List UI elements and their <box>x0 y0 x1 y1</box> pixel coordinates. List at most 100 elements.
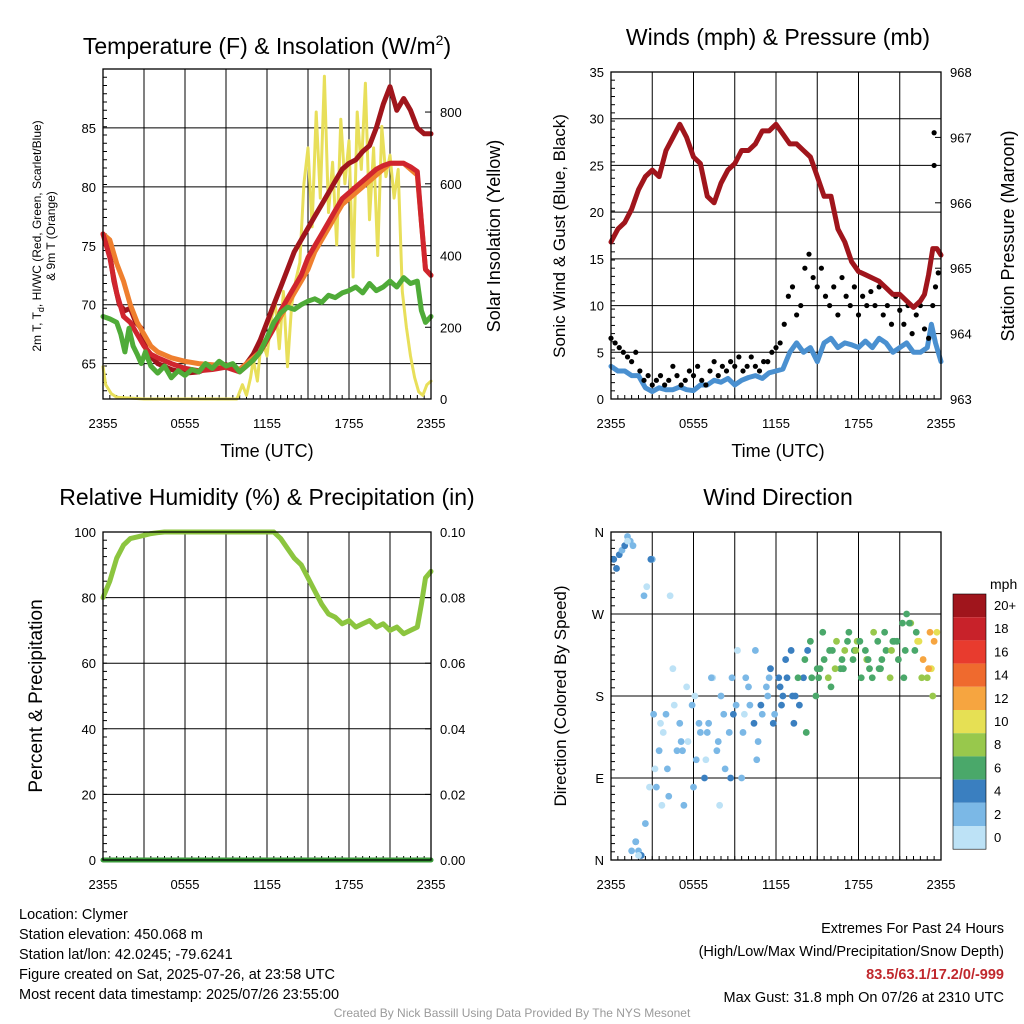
direction-point <box>632 838 640 846</box>
direction-point <box>727 774 735 782</box>
direction-point <box>901 647 909 654</box>
humidity-plot: 0 20 40 60 80 100 0.00 0.02 0.04 0.06 0.08 0.10 2355… <box>74 525 465 892</box>
gust-point <box>935 270 941 276</box>
direction-point <box>886 674 894 682</box>
colorbar-swatch <box>953 617 986 641</box>
direction-point <box>877 665 884 673</box>
direction-point <box>894 656 902 663</box>
gust-point <box>921 326 928 332</box>
plot-frame <box>102 68 432 400</box>
direction-point <box>878 656 886 663</box>
direction-point <box>787 647 795 654</box>
gust-point <box>620 349 626 355</box>
direction-point <box>870 628 878 636</box>
gust-point <box>629 359 635 365</box>
gust-point <box>818 265 824 271</box>
humidity-panel: Relative Humidity (%) & Precipitation (i… <box>26 484 475 892</box>
x-tick-label: 2355 <box>89 416 118 431</box>
gust-point <box>860 293 866 299</box>
direction-point <box>914 637 922 645</box>
direction-point <box>789 692 796 700</box>
direction-point <box>778 701 785 709</box>
temperature-plot: 65 70 75 80 85 0 200 400 600 800 2355 0555 1155 1755 2… <box>82 68 462 431</box>
gust-point <box>678 382 684 388</box>
direction-point <box>794 674 802 682</box>
direction-point <box>740 710 748 718</box>
direction-point <box>852 647 860 654</box>
colorbar-swatch <box>953 756 986 780</box>
y-tick-label: 70 <box>82 298 96 313</box>
direction-point <box>899 619 906 627</box>
colorbar-label: 16 <box>994 644 1008 659</box>
colorbar-swatch <box>953 594 986 618</box>
colorbar-frame <box>952 593 987 850</box>
y2-tick-label: 600 <box>440 177 462 192</box>
direction-point <box>903 610 911 618</box>
direction-point <box>925 665 933 673</box>
y-tick-label: 85 <box>82 121 96 136</box>
x-tick-label: 0555 <box>679 877 708 892</box>
gust-point <box>769 349 775 355</box>
x-tick-label: 2355 <box>417 877 446 892</box>
direction-point <box>652 783 660 791</box>
gust-point <box>822 293 829 299</box>
series-line <box>608 321 944 394</box>
direction-point <box>864 656 872 663</box>
gust-point <box>674 373 680 379</box>
direction-point <box>745 683 752 691</box>
gust-point <box>756 368 763 374</box>
gust-point <box>851 284 857 290</box>
direction-point <box>881 628 889 636</box>
direction-point <box>771 710 779 718</box>
x-tick-label: 2355 <box>89 877 118 892</box>
y-tick-label: 20 <box>82 787 96 802</box>
gust-point <box>748 354 754 360</box>
gust-point <box>752 363 758 369</box>
direction-point <box>839 665 847 673</box>
figure-created: Figure created on Sat, 2025-07-26, at 23… <box>19 967 335 983</box>
direction-point <box>919 656 927 663</box>
y-tick-label: 35 <box>590 65 604 80</box>
direction-point <box>812 692 820 700</box>
direction-point <box>646 783 653 791</box>
wind-direction-plot: N E S W N 2355 0555 1155 1755 2355 <box>592 525 956 892</box>
direction-point <box>874 637 882 645</box>
max-gust: Max Gust: 31.8 mph On 07/26 at 2310 UTC <box>723 990 1004 1006</box>
y-tick-label: 0 <box>597 392 604 407</box>
x-tick-label: 1755 <box>335 416 364 431</box>
gust-point <box>827 302 833 309</box>
direction-point <box>868 674 876 682</box>
gust-point <box>847 302 853 309</box>
direction-point <box>764 692 772 700</box>
gust-point <box>707 368 713 374</box>
direction-point <box>833 637 840 645</box>
direction-point <box>717 692 725 700</box>
gust-point <box>649 382 655 388</box>
direction-point <box>702 756 710 764</box>
gust-point <box>761 359 767 365</box>
plot-frame <box>610 531 942 861</box>
direction-point <box>888 647 895 654</box>
y-tick-label: 30 <box>590 112 604 127</box>
direction-point <box>716 801 724 809</box>
credit-line: Created By Nick Bassill Using Data Provi… <box>333 1006 691 1020</box>
direction-point <box>663 765 671 773</box>
gust-point <box>798 302 804 309</box>
colorbar-label: 12 <box>994 691 1008 706</box>
direction-point <box>900 674 908 682</box>
series-line <box>100 160 434 375</box>
gust-point <box>723 368 730 374</box>
direction-point <box>665 792 673 800</box>
direction-point <box>635 852 642 859</box>
pressure-ylabel: Station Pressure (Maroon) <box>998 130 1018 341</box>
direction-point <box>728 674 736 682</box>
x-tick-label: 0555 <box>171 877 200 892</box>
x-tick-label: 2355 <box>597 877 626 892</box>
wind-direction-title: Wind Direction <box>703 484 853 510</box>
x-tick-label: 1155 <box>762 877 790 892</box>
direction-point <box>691 692 699 700</box>
wind-title: Winds (mph) & Pressure (mb) <box>626 24 930 50</box>
direction-point <box>753 756 761 764</box>
gust-point <box>835 312 841 318</box>
